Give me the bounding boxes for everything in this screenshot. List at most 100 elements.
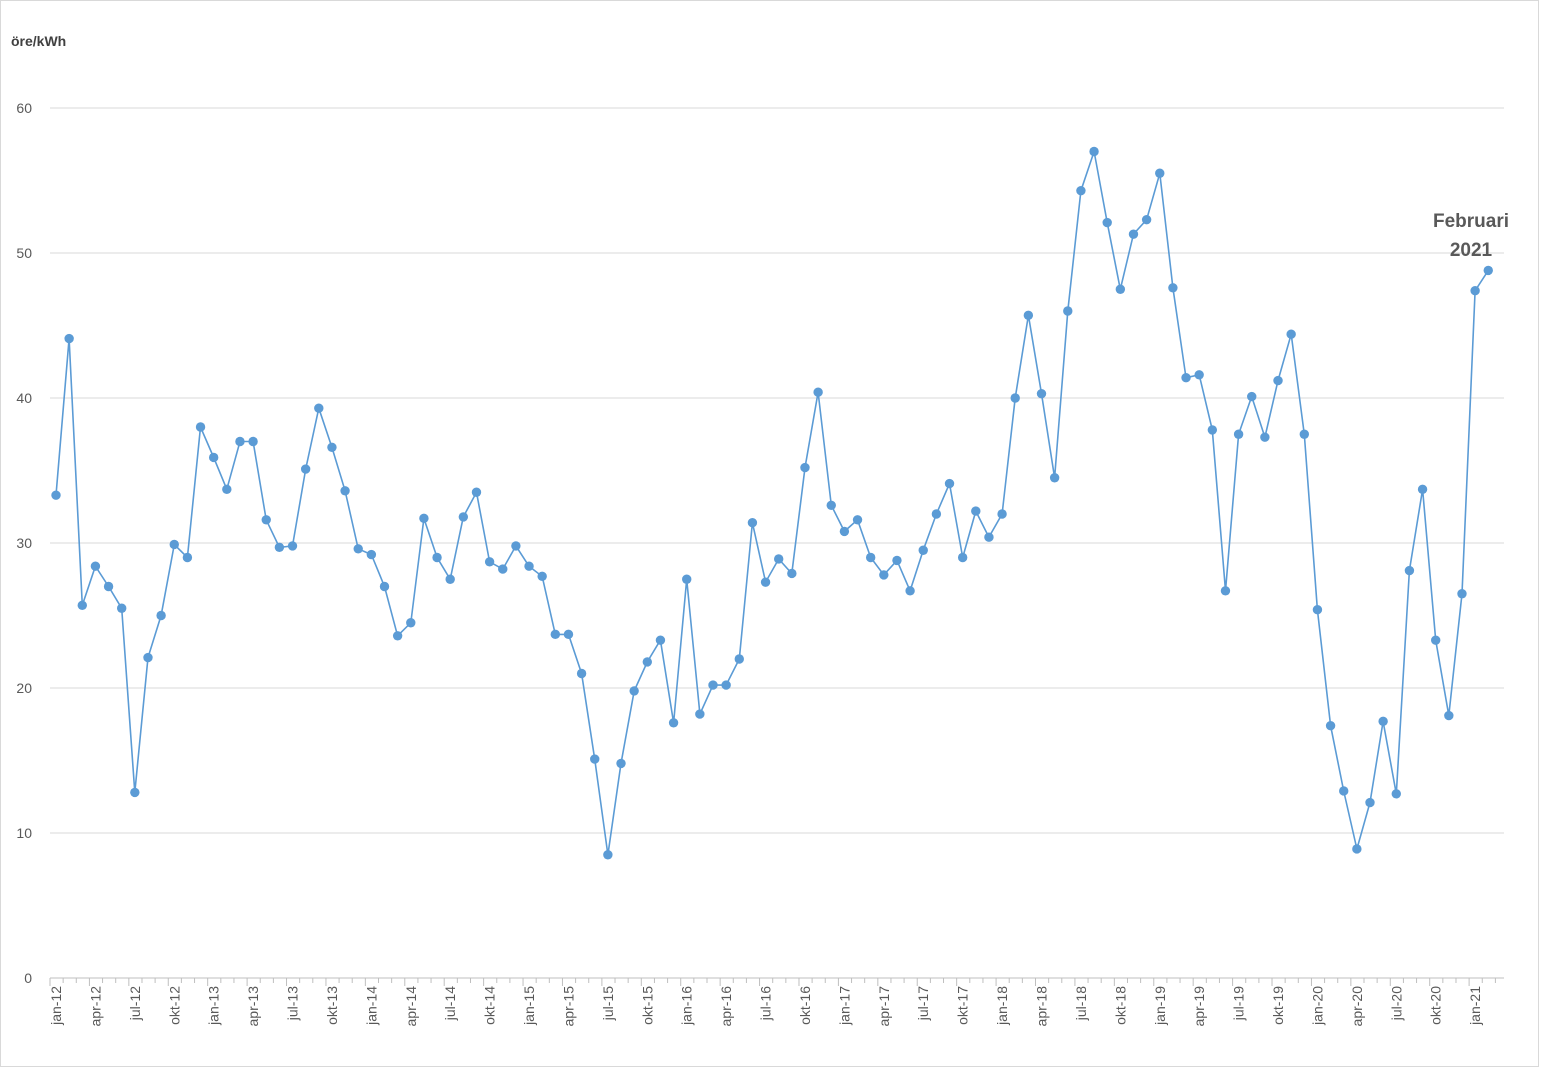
x-tick-label: apr-18 xyxy=(1034,986,1050,1027)
data-point xyxy=(774,554,784,564)
data-point xyxy=(1457,589,1467,599)
y-tick-label: 50 xyxy=(16,245,32,261)
data-point xyxy=(1036,388,1047,399)
data-point xyxy=(1470,286,1480,296)
data-point xyxy=(1312,605,1323,615)
data-point xyxy=(1325,721,1336,731)
data-point xyxy=(248,436,258,447)
x-tick-label: jan-19 xyxy=(1152,986,1168,1026)
x-tick-label: jul-13 xyxy=(285,986,301,1021)
data-point xyxy=(905,586,915,596)
data-point xyxy=(103,581,114,592)
data-point xyxy=(366,549,377,560)
data-point xyxy=(169,539,179,550)
data-point xyxy=(353,544,363,554)
data-point xyxy=(1049,473,1060,483)
data-point xyxy=(235,436,245,447)
price-series xyxy=(51,146,1493,860)
data-point xyxy=(182,552,193,563)
data-point xyxy=(734,654,744,664)
x-tick-label: jul-17 xyxy=(915,986,931,1021)
x-tick-label: apr-12 xyxy=(87,986,103,1027)
data-point xyxy=(195,422,206,432)
x-tick-label: jan-20 xyxy=(1309,986,1325,1026)
data-point xyxy=(1220,586,1231,596)
x-tick-label: jan-14 xyxy=(363,986,379,1026)
data-point xyxy=(984,532,994,542)
data-point xyxy=(918,545,928,555)
y-tick-label: 40 xyxy=(16,390,32,406)
x-tick-label: okt-12 xyxy=(166,986,182,1025)
data-point xyxy=(419,513,429,524)
data-point xyxy=(156,610,166,621)
data-point xyxy=(971,506,981,516)
data-point xyxy=(1483,265,1493,276)
data-point xyxy=(1431,635,1441,645)
data-point xyxy=(1339,786,1349,796)
data-point xyxy=(1247,391,1257,402)
x-tick-label: okt-17 xyxy=(955,986,971,1025)
data-point xyxy=(484,557,495,567)
data-point xyxy=(563,629,574,640)
data-point xyxy=(1128,229,1139,239)
data-point xyxy=(287,541,298,551)
data-point xyxy=(64,333,74,344)
x-tick-label: jul-19 xyxy=(1231,986,1247,1021)
y-tick-label: 30 xyxy=(16,535,32,551)
data-point xyxy=(1378,716,1388,727)
data-point xyxy=(300,464,311,474)
axes: 0 10 20 30 40 50 60 jan-12 apr-12 jul-12 okt-12 jan… xyxy=(16,100,1504,1026)
data-point xyxy=(392,631,403,641)
x-tick-label: jan-13 xyxy=(206,986,222,1026)
y-tick-label: 60 xyxy=(16,100,32,116)
data-point xyxy=(957,552,968,563)
data-point xyxy=(379,581,390,592)
y-tick-label: 10 xyxy=(16,825,32,841)
data-point xyxy=(1404,565,1415,576)
data-point xyxy=(760,577,771,587)
data-point xyxy=(458,512,469,522)
x-tick-label: apr-15 xyxy=(560,986,576,1027)
data-point xyxy=(787,568,797,579)
data-point xyxy=(865,552,876,563)
x-tick-label: jul-20 xyxy=(1388,986,1404,1021)
data-point xyxy=(655,635,666,645)
data-point xyxy=(445,574,455,584)
data-point xyxy=(143,652,153,663)
data-point xyxy=(1299,429,1310,439)
data-point xyxy=(1181,373,1191,383)
x-tick-label: jul-15 xyxy=(600,986,616,1021)
data-point xyxy=(498,564,508,574)
x-tick-label: jan-12 xyxy=(48,986,64,1026)
data-point xyxy=(1286,329,1296,339)
data-point xyxy=(1023,310,1034,321)
data-point xyxy=(813,387,823,397)
data-point xyxy=(695,709,705,719)
series-line xyxy=(55,148,1489,855)
data-point xyxy=(406,618,416,628)
latest-point-annotation: Februari 2021 xyxy=(1419,207,1523,265)
data-point xyxy=(511,541,521,551)
x-tick-label: jan-18 xyxy=(994,986,1010,1026)
data-point xyxy=(90,561,101,571)
x-tick-label: apr-20 xyxy=(1349,986,1365,1027)
x-tick-label: jan-16 xyxy=(679,986,695,1026)
data-point xyxy=(1102,217,1112,228)
data-point xyxy=(1141,214,1152,225)
data-point xyxy=(668,718,679,728)
data-point xyxy=(1194,370,1204,380)
data-point xyxy=(1444,710,1454,721)
x-tick-label: okt-19 xyxy=(1270,986,1286,1025)
annotation-line-2: 2021 xyxy=(1449,240,1493,261)
data-point xyxy=(550,629,561,640)
data-point xyxy=(892,555,902,566)
data-point xyxy=(747,518,758,528)
data-point xyxy=(261,515,271,525)
data-point xyxy=(721,680,731,690)
data-point xyxy=(629,686,639,696)
data-point xyxy=(208,452,219,463)
data-point xyxy=(616,758,626,769)
data-point xyxy=(1207,425,1218,435)
data-point xyxy=(1417,484,1428,495)
data-point xyxy=(1365,797,1375,808)
